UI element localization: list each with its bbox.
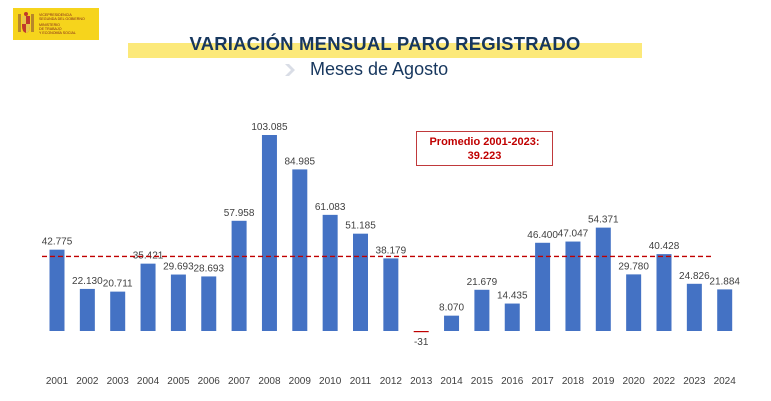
bar: [201, 276, 217, 331]
government-logo: Vicepresidencia Segunda del Gobierno Min…: [13, 8, 99, 40]
chevron-right-icon: [285, 63, 295, 76]
bar: [717, 289, 733, 331]
logo-line: Ministerio: [39, 23, 60, 27]
bar: [444, 315, 460, 331]
data-label: 21.679: [467, 277, 498, 288]
bar: [140, 263, 156, 331]
data-label: 84.985: [285, 156, 316, 167]
average-value: 39.223: [467, 150, 502, 162]
x-tick-label: 2019: [592, 376, 615, 387]
bar: [626, 274, 642, 331]
data-label: 57.958: [224, 208, 255, 219]
bar: [79, 288, 95, 331]
logo-line: Segunda del Gobierno: [39, 17, 85, 21]
chart-title: VARIACIÓN MENSUAL PARO REGISTRADO: [189, 33, 581, 54]
data-label: 40.428: [649, 241, 680, 252]
data-label: 20.711: [103, 279, 133, 290]
x-tick-label: 2003: [107, 376, 130, 387]
data-label: 28.693: [193, 263, 224, 274]
data-label: 21.884: [709, 276, 740, 287]
logo-line: de Trabajo: [39, 27, 62, 31]
data-label: 46.400: [527, 230, 558, 241]
data-label: 51.185: [345, 221, 376, 232]
data-label: 42.775: [42, 237, 73, 248]
x-tick-label: 2005: [167, 376, 190, 387]
bar: [383, 258, 399, 331]
x-tick-label: 2011: [350, 376, 372, 387]
x-tick-label: 2013: [410, 376, 433, 387]
data-label: 61.083: [315, 202, 346, 213]
bar: [413, 331, 429, 333]
average-annotation: Promedio 2001-2023: 39.223: [416, 131, 553, 166]
x-tick-label: 2002: [76, 376, 99, 387]
bar: [261, 135, 277, 331]
logo-text: Vicepresidencia Segunda del Gobierno Min…: [39, 13, 85, 35]
data-label: 47.047: [558, 229, 589, 240]
data-label: 8.070: [439, 303, 464, 314]
data-label: 29.780: [618, 261, 649, 272]
bar: [110, 291, 126, 331]
x-tick-label: 2001: [46, 376, 69, 387]
bar: [686, 283, 702, 331]
data-label: 103.085: [251, 122, 288, 133]
x-tick-label: 2010: [319, 376, 342, 387]
x-tick-label: 2009: [289, 376, 312, 387]
chart-subtitle-row: Meses de Agosto: [282, 59, 448, 80]
data-label: 22.130: [72, 276, 103, 287]
logo-line: Vicepresidencia: [39, 13, 72, 17]
x-tick-label: 2022: [653, 376, 676, 387]
bar: [49, 249, 65, 331]
x-tick-label: 2016: [501, 376, 524, 387]
logo-line: y Economía Social: [39, 31, 76, 35]
x-tick-label: 2017: [531, 376, 554, 387]
bar: [656, 254, 672, 331]
x-tick-label: 2007: [228, 376, 251, 387]
x-tick-label: 2014: [440, 376, 463, 387]
bar: [231, 220, 247, 331]
spain-coat-of-arms-icon: [18, 12, 34, 33]
bar: [353, 233, 368, 331]
bar: [474, 289, 490, 331]
data-label: 38.179: [376, 245, 407, 256]
bar: [565, 241, 581, 331]
x-tick-label: 2012: [380, 376, 403, 387]
x-tick-label: 2004: [137, 376, 160, 387]
data-label: 24.826: [679, 271, 710, 282]
bar: [535, 242, 551, 331]
x-tick-label: 2015: [471, 376, 494, 387]
data-label: 29.693: [163, 262, 194, 273]
data-label: -31: [414, 337, 429, 348]
chart-subtitle: Meses de Agosto: [310, 59, 449, 79]
x-tick-label: 2008: [258, 376, 281, 387]
x-tick-label: 2020: [623, 376, 646, 387]
x-tick-label: 2018: [562, 376, 585, 387]
bar: [292, 169, 308, 331]
bar: [595, 227, 611, 331]
x-tick-label: 2006: [198, 376, 221, 387]
data-label: 14.435: [497, 291, 528, 302]
x-tick-label: 2024: [714, 376, 737, 387]
bar: [170, 274, 186, 331]
bar: [322, 214, 338, 331]
title-highlight: [128, 43, 642, 58]
x-tick-label: 2023: [683, 376, 706, 387]
data-label: 54.371: [588, 215, 619, 226]
bar: [504, 303, 520, 331]
average-label: Promedio 2001-2023:: [429, 136, 540, 148]
